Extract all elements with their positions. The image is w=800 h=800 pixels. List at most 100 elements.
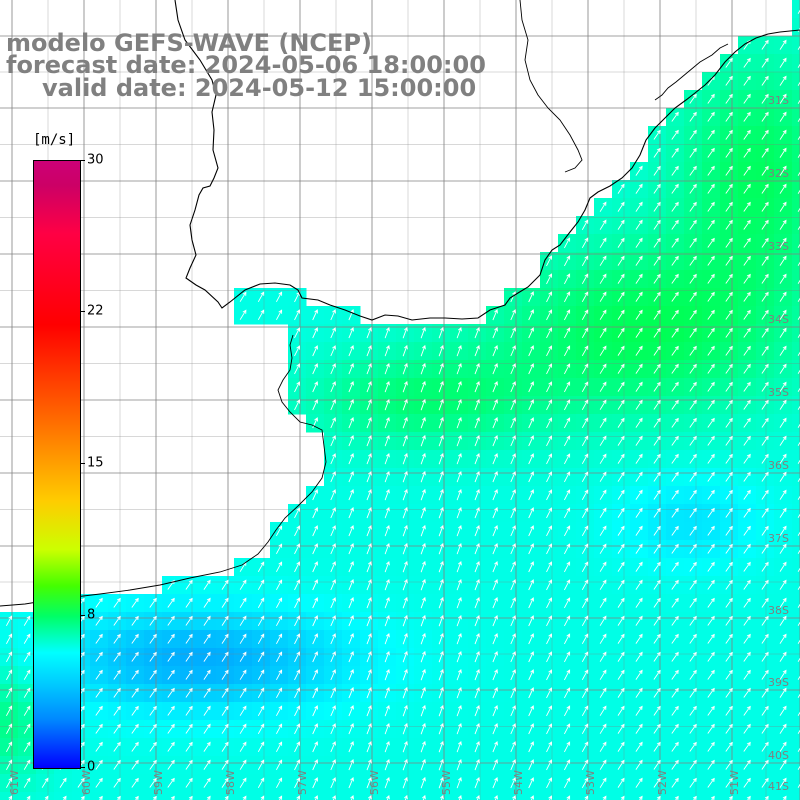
wind-arrow	[761, 327, 769, 338]
wind-arrow	[438, 758, 444, 771]
wind-arrow	[474, 471, 480, 483]
wind-speed-cell	[450, 792, 469, 800]
longitude-label: 57W	[296, 770, 309, 795]
wind-arrow	[366, 525, 372, 537]
wind-arrow	[653, 507, 661, 518]
wind-arrow	[761, 255, 769, 266]
wind-arrow	[239, 759, 247, 770]
wind-arrow	[653, 201, 661, 212]
wind-arrow	[599, 705, 607, 716]
wind-arrow	[474, 579, 480, 591]
wind-arrow	[743, 147, 751, 158]
wind-arrow	[546, 345, 553, 357]
wind-arrow	[599, 615, 607, 626]
wind-arrow	[185, 615, 193, 626]
wind-arrow	[761, 561, 769, 572]
wind-arrow	[671, 453, 679, 464]
wind-arrow	[689, 309, 697, 320]
wind-arrow	[276, 597, 283, 609]
wind-arrow	[761, 669, 769, 680]
wind-arrow	[725, 75, 733, 86]
wind-arrow	[653, 543, 661, 554]
wind-arrow	[456, 543, 462, 555]
wind-arrow	[330, 489, 336, 501]
wind-arrow	[797, 135, 800, 140]
wind-speed-cell	[792, 270, 800, 289]
wind-arrow	[707, 759, 715, 770]
wind-arrow	[635, 327, 643, 338]
wind-arrow	[492, 525, 498, 537]
wind-arrow	[564, 291, 571, 303]
wind-arrow	[635, 579, 643, 590]
wind-arrow	[743, 417, 751, 428]
wind-arrow	[779, 543, 787, 554]
wind-speed-cell	[792, 144, 800, 163]
wind-arrow	[510, 741, 516, 753]
wind-arrow	[438, 542, 444, 555]
wind-arrow	[743, 579, 751, 590]
wind-arrow	[671, 723, 679, 734]
wind-arrow	[402, 758, 408, 771]
wind-arrow	[167, 615, 175, 626]
wind-arrow	[707, 201, 715, 212]
wind-arrow	[257, 309, 265, 321]
wind-arrow	[546, 399, 553, 411]
wind-arrow	[384, 759, 390, 771]
wind-arrow	[221, 687, 229, 698]
wind-arrow	[564, 597, 571, 609]
wind-arrow	[707, 363, 715, 374]
wind-arrow	[330, 615, 336, 627]
wind-arrow	[257, 561, 265, 573]
wind-arrow	[239, 651, 247, 662]
wind-arrow	[581, 669, 589, 681]
wind-arrow	[689, 165, 697, 176]
wind-arrow	[530, 795, 534, 800]
wind-arrow	[348, 759, 354, 771]
wind-arrow	[348, 579, 354, 591]
wind-arrow	[276, 777, 283, 789]
wind-arrow	[761, 597, 769, 608]
wind-arrow	[797, 603, 800, 608]
wind-arrow	[420, 596, 426, 609]
wind-arrow	[330, 597, 336, 609]
wind-arrow	[384, 669, 390, 681]
colorbar-tickmark	[80, 463, 85, 464]
wind-arrow	[348, 525, 354, 537]
wind-arrow	[707, 309, 715, 320]
wind-arrow	[113, 723, 121, 734]
wind-arrow	[203, 615, 211, 626]
wind-arrow	[743, 471, 751, 482]
wind-arrow	[113, 741, 121, 752]
wind-arrow	[725, 777, 733, 788]
wind-arrow	[564, 759, 571, 771]
wind-arrow	[131, 741, 139, 752]
wind-arrow	[581, 705, 589, 717]
wind-arrow	[420, 560, 426, 573]
wind-arrow	[528, 399, 534, 411]
wind-arrow	[23, 777, 31, 788]
wind-arrow	[456, 651, 462, 663]
wind-arrow	[674, 795, 679, 800]
wind-arrow	[476, 795, 480, 800]
wind-arrow	[149, 777, 157, 788]
wind-arrow	[653, 345, 661, 356]
wind-arrow	[131, 759, 139, 770]
wind-arrow	[599, 651, 607, 662]
wind-arrow	[185, 597, 193, 608]
longitude-label: 55W	[440, 770, 453, 795]
wind-arrow	[420, 344, 426, 357]
wind-arrow	[510, 507, 516, 519]
wind-arrow	[617, 399, 625, 410]
wind-arrow	[384, 489, 390, 501]
wind-arrow	[95, 597, 103, 608]
wind-arrow	[564, 345, 571, 357]
wind-arrow	[689, 219, 697, 230]
wind-arrow	[743, 291, 751, 302]
wind-arrow	[581, 507, 589, 519]
wind-arrow	[671, 183, 679, 194]
wind-arrow	[312, 723, 319, 735]
wind-arrow	[653, 453, 661, 464]
colorbar-tickmark	[80, 767, 85, 768]
wind-arrow	[239, 777, 247, 788]
wind-arrow	[98, 795, 103, 800]
